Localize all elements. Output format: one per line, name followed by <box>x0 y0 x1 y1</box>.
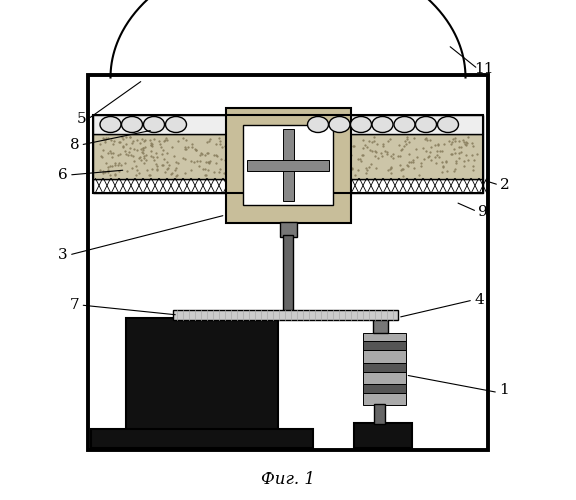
Ellipse shape <box>329 116 350 132</box>
Bar <box>363 332 406 341</box>
Bar <box>243 125 333 205</box>
Bar <box>88 75 488 450</box>
Ellipse shape <box>100 116 121 132</box>
Text: 2: 2 <box>500 178 510 192</box>
Bar <box>363 362 406 372</box>
Bar <box>225 108 351 222</box>
Text: Фиг. 1: Фиг. 1 <box>261 472 315 488</box>
Bar <box>374 404 385 424</box>
Ellipse shape <box>438 116 458 132</box>
Text: 9: 9 <box>478 204 488 218</box>
Ellipse shape <box>122 116 142 132</box>
Ellipse shape <box>394 116 415 132</box>
Bar <box>283 235 293 312</box>
Text: 8: 8 <box>70 138 79 152</box>
Ellipse shape <box>308 116 328 132</box>
Text: 3: 3 <box>58 248 68 262</box>
Bar <box>363 341 406 350</box>
Bar <box>93 115 483 192</box>
Bar <box>363 384 406 392</box>
Ellipse shape <box>415 116 437 132</box>
Bar <box>93 115 483 134</box>
Ellipse shape <box>165 116 187 132</box>
Text: 5: 5 <box>77 112 87 126</box>
Ellipse shape <box>372 116 393 132</box>
Text: 6: 6 <box>58 168 68 182</box>
Bar <box>363 392 406 405</box>
Bar <box>363 372 406 384</box>
Bar <box>247 160 329 172</box>
Bar <box>373 318 388 332</box>
Bar <box>279 222 297 236</box>
Text: 4: 4 <box>474 293 484 307</box>
Bar <box>173 310 398 320</box>
Bar <box>363 350 406 362</box>
Text: 11: 11 <box>474 62 494 76</box>
Bar <box>93 178 483 192</box>
Ellipse shape <box>143 116 165 132</box>
Ellipse shape <box>351 116 372 132</box>
Bar <box>126 318 278 448</box>
Text: 7: 7 <box>70 298 79 312</box>
Bar <box>90 428 313 448</box>
Bar <box>93 134 483 178</box>
Bar <box>354 422 411 448</box>
Text: 1: 1 <box>499 383 509 397</box>
Bar <box>282 129 294 201</box>
